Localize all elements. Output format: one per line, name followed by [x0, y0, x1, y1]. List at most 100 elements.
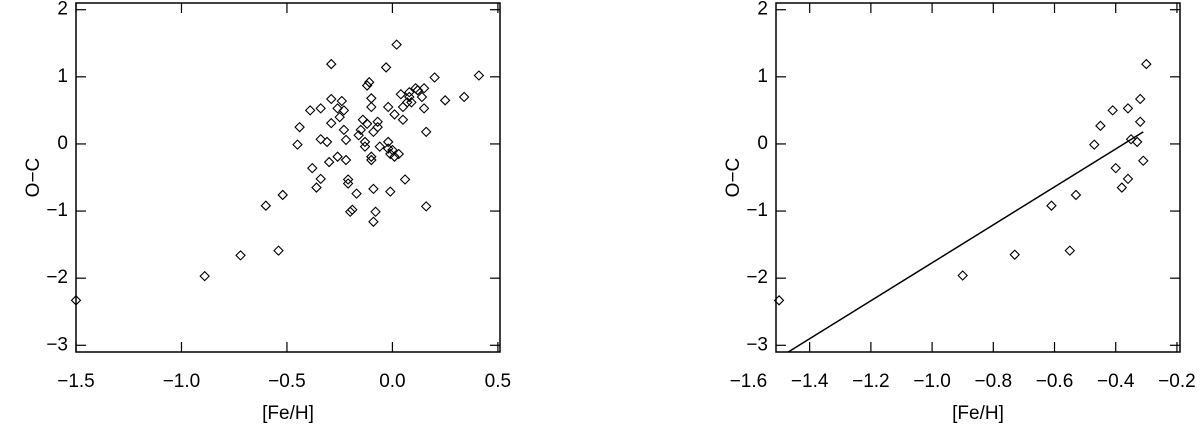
data-point	[315, 103, 326, 114]
data-point	[1110, 162, 1122, 174]
data-point	[315, 133, 326, 145]
data-point	[277, 189, 289, 201]
y-axis-label: O−C	[723, 158, 744, 198]
y-tick-label: 0	[57, 133, 68, 154]
data-point	[359, 141, 371, 152]
y-tick-label: 1	[757, 66, 768, 87]
data-point	[380, 62, 392, 73]
data-point	[439, 95, 451, 106]
data-point	[389, 151, 400, 162]
data-point	[344, 206, 356, 218]
data-point	[404, 86, 415, 98]
data-point	[1122, 173, 1134, 185]
fit-line	[787, 131, 1144, 353]
data-point	[1116, 182, 1128, 193]
data-point	[389, 109, 400, 120]
x-tick-label: −1.6	[730, 371, 768, 392]
data-point	[1070, 189, 1082, 201]
data-point	[1064, 245, 1076, 256]
data-point	[773, 295, 785, 306]
data-point	[325, 117, 337, 129]
data-point	[347, 204, 358, 215]
plot-frame	[75, 2, 501, 353]
x-axis-label: [Fe/H]	[952, 403, 1004, 424]
data-point	[304, 105, 316, 116]
data-point	[385, 186, 396, 197]
data-point	[294, 121, 305, 133]
data-point	[342, 178, 354, 189]
data-point	[1089, 139, 1100, 150]
y-tick-label: −2	[46, 267, 68, 288]
x-tick-label: −1.5	[57, 371, 95, 392]
data-point	[70, 295, 82, 306]
x-tick-label: −0.6	[1036, 371, 1074, 392]
x-tick-label: −1.0	[913, 371, 951, 392]
y-tick-label: −2	[746, 267, 768, 288]
data-point	[366, 151, 377, 162]
data-point	[363, 76, 375, 88]
x-tick-label: −1.4	[791, 371, 829, 392]
y-tick-label: −3	[46, 334, 68, 355]
data-point	[1009, 249, 1021, 260]
data-point	[1137, 155, 1149, 166]
data-point	[372, 121, 383, 133]
data-point	[342, 174, 354, 185]
data-point	[420, 201, 432, 212]
data-point	[397, 101, 409, 113]
data-point	[404, 91, 415, 103]
data-point	[1141, 58, 1152, 70]
y-tick-label: −3	[746, 334, 768, 355]
data-point	[399, 174, 411, 185]
data-point	[418, 82, 430, 94]
data-point	[325, 93, 337, 105]
y-tick-label: 2	[757, 0, 768, 20]
data-point	[420, 126, 432, 138]
data-point	[393, 148, 405, 160]
data-point	[355, 124, 367, 136]
data-point	[361, 80, 373, 91]
data-point	[338, 105, 350, 116]
data-point	[385, 148, 396, 160]
data-point	[332, 151, 343, 162]
data-point	[382, 101, 394, 113]
y-tick-label: −1	[746, 200, 768, 221]
data-point	[395, 88, 407, 100]
data-point	[336, 95, 348, 107]
x-tick-label: −0.4	[1097, 371, 1135, 392]
data-point	[473, 70, 485, 81]
data-point	[325, 58, 337, 70]
data-point	[374, 141, 386, 152]
x-tick-label: −1.0	[163, 371, 201, 392]
data-point	[323, 156, 335, 168]
data-point	[368, 183, 379, 195]
data-point	[338, 124, 350, 136]
data-point	[368, 216, 379, 228]
y-tick-label: −1	[46, 200, 68, 221]
data-point	[359, 136, 371, 148]
plot-frame	[775, 2, 1181, 353]
data-point	[372, 116, 383, 128]
x-tick-label: 0.0	[379, 371, 405, 392]
data-point	[397, 114, 409, 126]
data-point	[1122, 103, 1134, 114]
data-point	[199, 270, 210, 282]
data-point	[1134, 116, 1146, 128]
data-point	[366, 101, 377, 113]
data-point	[334, 111, 345, 123]
data-point	[1095, 120, 1106, 132]
data-point	[340, 134, 352, 146]
data-point	[382, 136, 394, 148]
x-tick-label: −0.8	[975, 371, 1013, 392]
data-point	[332, 103, 343, 114]
data-point	[235, 250, 246, 261]
data-point	[366, 154, 377, 166]
data-point	[406, 97, 417, 108]
data-point	[306, 162, 318, 174]
data-point	[957, 270, 968, 281]
data-point	[361, 118, 373, 130]
data-point	[351, 188, 362, 199]
data-point	[458, 91, 470, 103]
data-point	[391, 39, 402, 50]
y-axis-label: O−C	[23, 158, 44, 198]
